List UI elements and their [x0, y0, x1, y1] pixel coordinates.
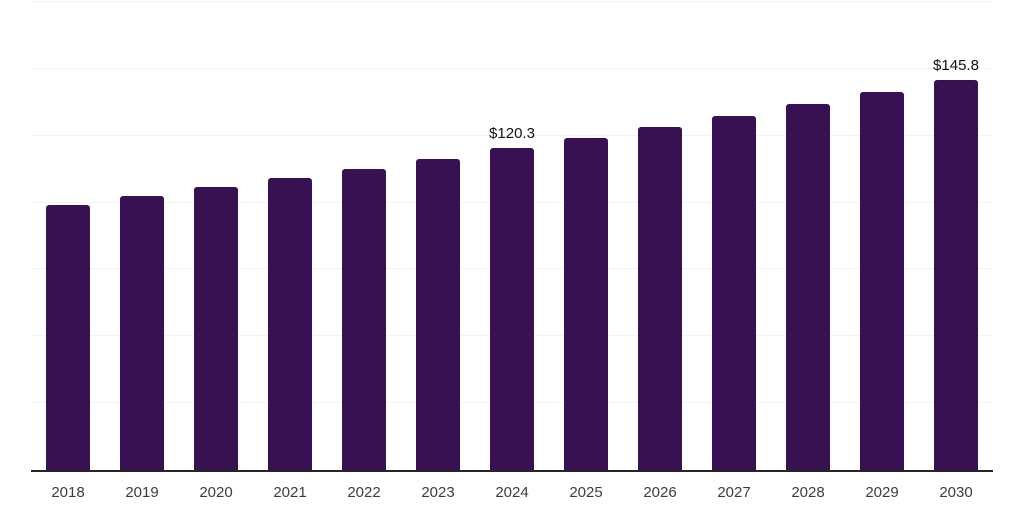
bar-value-label-2030: $145.8 [933, 57, 979, 75]
x-tick-label-2024: 2024 [495, 484, 529, 501]
x-tick-label-2026: 2026 [643, 484, 677, 501]
gridline [31, 67, 993, 69]
x-tick-label-2019: 2019 [125, 484, 159, 501]
x-tick-label-2021: 2021 [273, 484, 307, 501]
bar-2023[interactable] [416, 158, 460, 470]
x-tick-label-2020: 2020 [199, 484, 233, 501]
bar-2024[interactable] [490, 148, 534, 470]
bar-2028[interactable] [786, 103, 830, 470]
bar-2022[interactable] [342, 168, 386, 470]
x-tick-label-2025: 2025 [569, 484, 603, 501]
bar-2030[interactable] [934, 80, 978, 470]
x-tick-label-2022: 2022 [347, 484, 381, 501]
gridline [31, 134, 993, 136]
bar-2026[interactable] [638, 127, 682, 470]
x-tick-label-2029: 2029 [865, 484, 899, 501]
x-tick-label-2028: 2028 [791, 484, 825, 501]
bar-2019[interactable] [120, 196, 164, 470]
plot-area: $120.3 $145.8 [31, 0, 993, 472]
x-tick-label-2023: 2023 [421, 484, 455, 501]
bar-value-label-2024: $120.3 [489, 125, 535, 143]
bar-2025[interactable] [564, 137, 608, 470]
bar-2020[interactable] [194, 187, 238, 470]
x-tick-label-2030: 2030 [939, 484, 973, 501]
gridline [31, 1, 993, 2]
bar-2029[interactable] [860, 92, 904, 470]
x-tick-label-2027: 2027 [717, 484, 751, 501]
bar-2018[interactable] [46, 204, 90, 470]
x-tick-label-2018: 2018 [51, 484, 85, 501]
bar-2021[interactable] [268, 177, 312, 470]
bar-2027[interactable] [712, 115, 756, 470]
x-axis: 2018 2019 2020 2021 2022 2023 2024 2025 2026 2027… [31, 484, 993, 504]
